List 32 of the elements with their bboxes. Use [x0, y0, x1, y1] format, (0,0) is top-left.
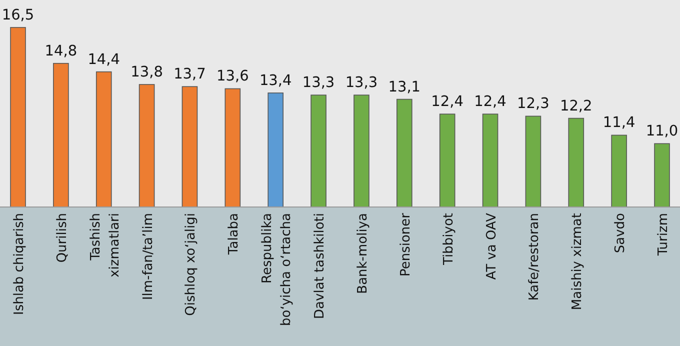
x-tick-label: Talaba	[226, 213, 242, 256]
x-tick-label: Savdo	[613, 212, 628, 254]
x-tick-label: AT va OAV	[484, 212, 500, 280]
data-label: 11,4	[602, 115, 636, 132]
data-label: 13,6	[216, 68, 249, 85]
data-label: 12,3	[517, 96, 550, 112]
x-tick-label: Qurilish	[54, 213, 70, 263]
data-label: 12,4	[474, 94, 506, 110]
data-label: 11,0	[646, 124, 678, 140]
data-label: 14,8	[44, 43, 78, 60]
data-label: 13,7	[174, 66, 206, 83]
data-label: 13,3	[302, 75, 335, 92]
data-label: 14,4	[88, 52, 120, 68]
data-label: 13,4	[259, 72, 292, 89]
data-label: 12,4	[431, 94, 464, 110]
x-tick-label: Maishiy xizmat	[570, 213, 586, 310]
x-tick-label: Ilm-fan/ta’lim	[140, 213, 156, 300]
data-label: 12,2	[560, 98, 592, 114]
x-tick-label: Davlat tashkiloti	[312, 213, 328, 319]
data-label: 16,5	[2, 7, 34, 24]
x-tick-label: Tibbiyot	[441, 213, 456, 266]
x-tick-label: Pensioner	[398, 212, 414, 277]
x-tick-label: Bank-moliya	[355, 213, 370, 294]
x-tick-label: Ishlab chiqarish	[12, 213, 27, 315]
data-label: 13,3	[345, 75, 378, 92]
x-tick-label: Kafe/restoran	[527, 213, 542, 301]
x-tick-label: Qishloq xo‘jaligi	[184, 213, 199, 316]
x-tick-label: Respublika bo‘yicha o‘rtacha	[260, 213, 294, 326]
x-tick-label: Turizm	[656, 213, 671, 257]
data-label: 13,8	[130, 64, 163, 80]
x-tick-label: Tashish xizmatlari	[88, 213, 122, 278]
data-label: 13,1	[388, 79, 421, 96]
